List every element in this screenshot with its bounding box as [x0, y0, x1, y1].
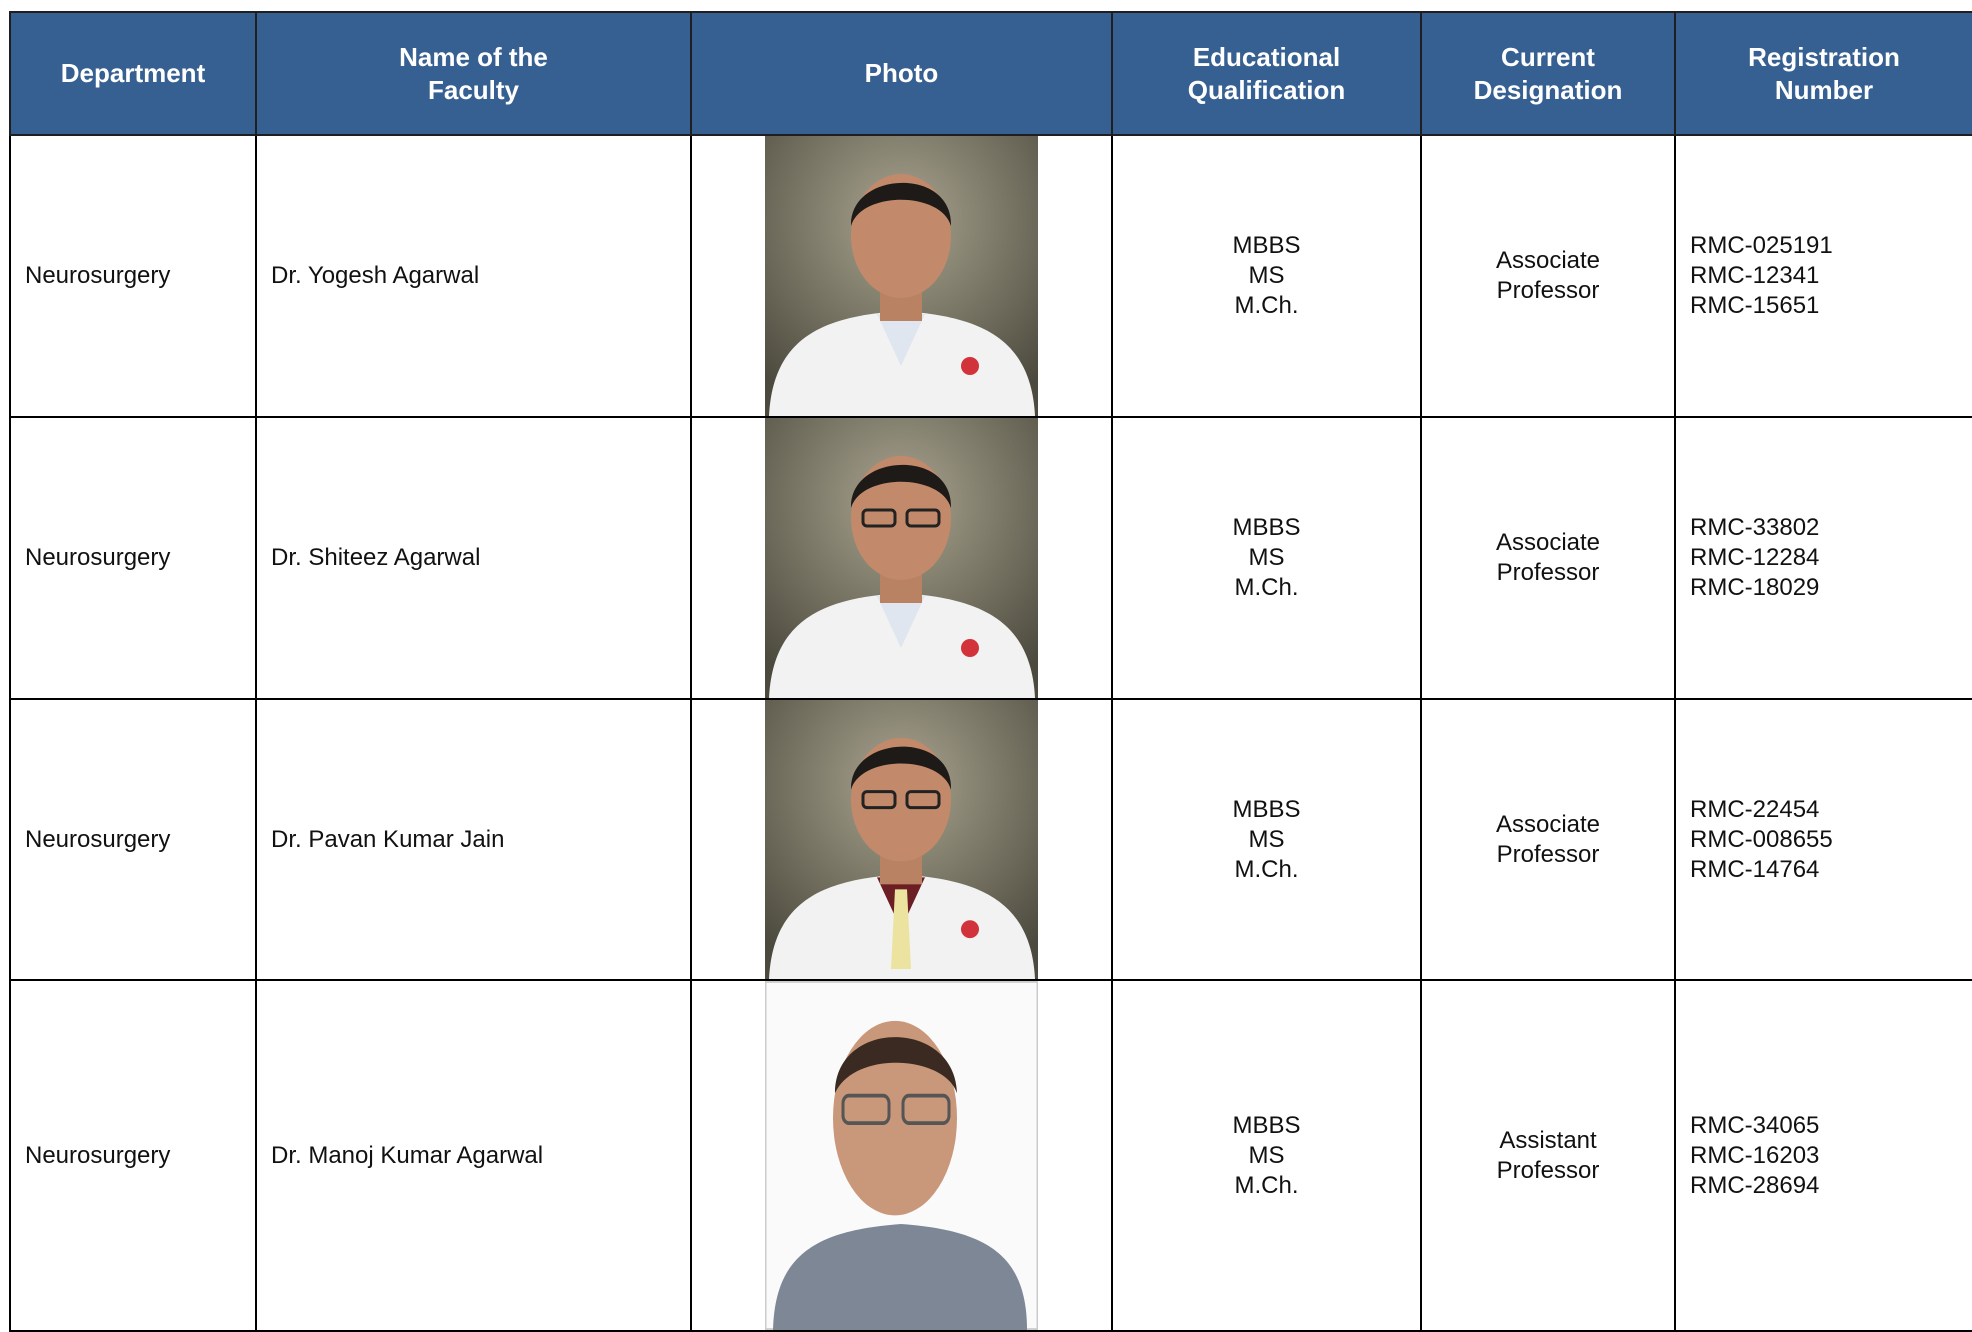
photo [765, 981, 1038, 1330]
table-row: Neurosurgery Dr. Yogesh Agarwal MBBS MS M.C… [9, 134, 1972, 418]
header-text: Current Designation [1473, 41, 1623, 105]
header-cell: Photo [690, 11, 1113, 136]
registration-line: RMC-33802 [1690, 514, 1820, 541]
header-cell: Department [9, 11, 257, 136]
registration-cell: RMC-025191 RMC-12341 RMC-15651 [1674, 134, 1972, 418]
qualification-cell: MBBS MS M.Ch. [1111, 134, 1422, 418]
registration-line: RMC-12284 [1690, 544, 1820, 571]
qualification-line: M.Ch. [1234, 292, 1299, 319]
qualification-cell: MBBS MS M.Ch. [1111, 698, 1422, 981]
header-cell: Educational Qualification [1111, 11, 1422, 136]
table-body: Neurosurgery Dr. Yogesh Agarwal MBBS MS M.C… [9, 134, 1972, 1332]
name-cell: Dr. Shiteez Agarwal [255, 416, 692, 700]
registration-line: RMC-12341 [1690, 262, 1820, 289]
photo-cell [690, 979, 1113, 1332]
qualification-line: MBBS [1232, 795, 1301, 823]
registration-cell: RMC-34065 RMC-16203 RMC-28694 [1674, 979, 1972, 1332]
header-text: Photo [864, 58, 939, 88]
qualification-line: MBBS [1232, 514, 1301, 541]
registration-cell: RMC-22454 RMC-008655 RMC-14764 [1674, 698, 1972, 981]
registration-line: RMC-16203 [1690, 1141, 1820, 1169]
department-cell: Neurosurgery [9, 134, 257, 418]
designation-text: Associate Professor [1495, 810, 1601, 868]
designation-cell: Associate Professor [1420, 698, 1676, 981]
header-text: Name of the Faculty [399, 41, 548, 105]
header-cell: Current Designation [1420, 11, 1676, 136]
header-text: Registration Number [1748, 41, 1900, 105]
header-row: Department Name of the Faculty Photo Educat… [9, 11, 1972, 136]
qualification-cell: MBBS MS M.Ch. [1111, 416, 1422, 700]
registration-line: RMC-008655 [1690, 825, 1833, 853]
table-row: Neurosurgery Dr. Pavan Kumar Jain MBBS MS M… [9, 698, 1972, 981]
name-cell: Dr. Manoj Kumar Agarwal [255, 979, 692, 1332]
designation-text: Assistant Professor [1496, 1126, 1600, 1184]
registration-line: RMC-34065 [1690, 1111, 1820, 1139]
table-row: Neurosurgery Dr. Manoj Kumar Agarwal MBBS… [9, 979, 1972, 1332]
name-cell: Dr. Yogesh Agarwal [255, 134, 692, 418]
qualification-line: MS [1248, 825, 1285, 853]
designation-cell: Assistant Professor [1420, 979, 1676, 1332]
photo [765, 700, 1038, 979]
qualification-line: MS [1248, 262, 1285, 289]
table-row: Neurosurgery Dr. Shiteez Agarwal MBBS MS M.… [9, 416, 1972, 700]
designation-text: Associate Professor [1495, 247, 1601, 304]
registration-line: RMC-28694 [1690, 1171, 1820, 1199]
designation-cell: Associate Professor [1420, 134, 1676, 418]
registration-cell: RMC-33802 RMC-12284 RMC-18029 [1674, 416, 1972, 700]
qualification-line: MBBS [1232, 1111, 1301, 1139]
registration-line: RMC-22454 [1690, 795, 1820, 823]
registration-line: RMC-14764 [1690, 855, 1820, 883]
qualification-line: MBBS [1232, 232, 1301, 259]
designation-text: Associate Professor [1495, 529, 1601, 586]
faculty-table: Department Name of the Faculty Photo Educat… [9, 11, 1972, 1332]
header-text: Department [60, 58, 206, 88]
photo [765, 136, 1038, 416]
designation-cell: Associate Professor [1420, 416, 1676, 700]
registration-line: RMC-15651 [1690, 292, 1820, 319]
photo-cell [690, 416, 1113, 700]
qualification-line: MS [1248, 1141, 1285, 1169]
header-cell: Name of the Faculty [255, 11, 692, 136]
department-cell: Neurosurgery [9, 979, 257, 1332]
header-text: Educational Qualification [1187, 41, 1346, 105]
qualification-line: M.Ch. [1234, 1171, 1299, 1199]
photo-cell [690, 134, 1113, 418]
registration-line: RMC-18029 [1690, 574, 1820, 601]
photo-cell [690, 698, 1113, 981]
name-cell: Dr. Pavan Kumar Jain [255, 698, 692, 981]
department-cell: Neurosurgery [9, 698, 257, 981]
qualification-cell: MBBS MS M.Ch. [1111, 979, 1422, 1332]
department-cell: Neurosurgery [9, 416, 257, 700]
registration-line: RMC-025191 [1690, 232, 1833, 259]
qualification-line: MS [1248, 544, 1285, 571]
qualification-line: M.Ch. [1234, 855, 1299, 883]
photo [765, 418, 1038, 698]
header-cell: Registration Number [1674, 11, 1972, 136]
qualification-line: M.Ch. [1234, 574, 1299, 601]
